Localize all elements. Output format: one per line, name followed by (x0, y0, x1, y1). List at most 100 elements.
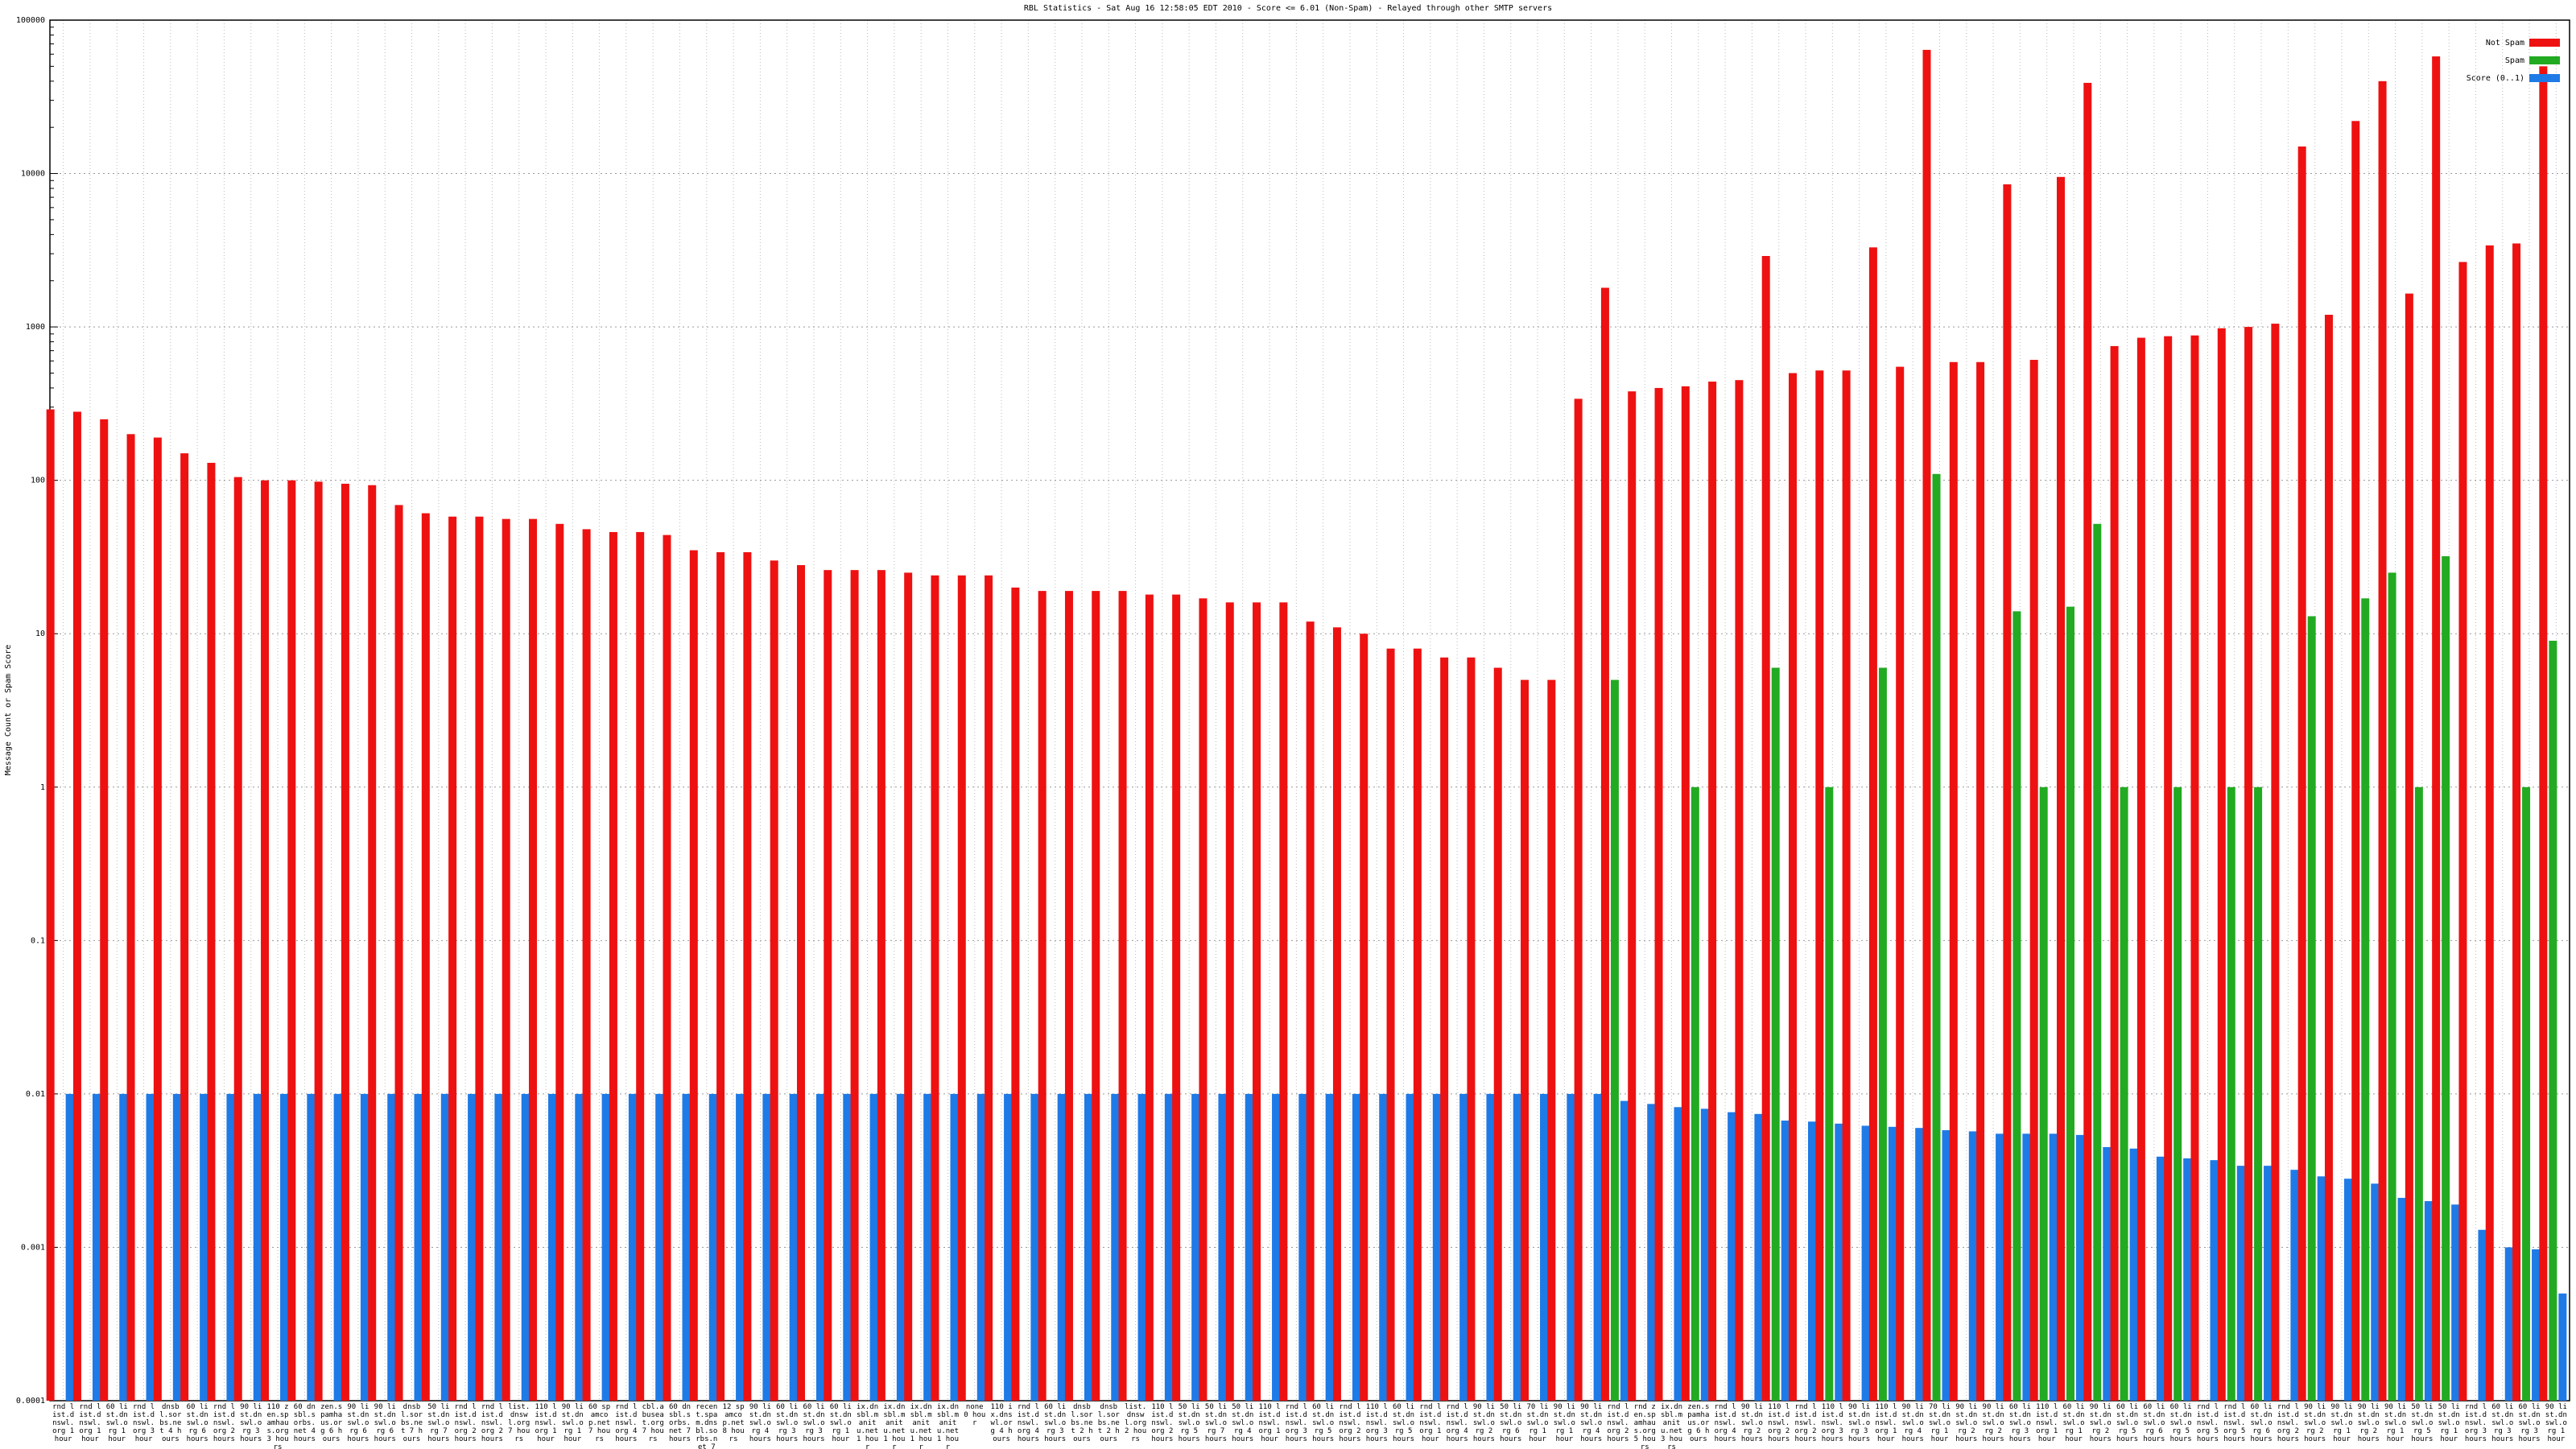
bar (1968, 1131, 1977, 1401)
bar (1406, 1093, 1414, 1401)
x-tick-label: 60 list.dnswl.org 3 hours (776, 1403, 799, 1443)
bar (976, 1093, 985, 1401)
bar (1218, 1093, 1227, 1401)
bar (1379, 1093, 1388, 1401)
bar (1440, 657, 1449, 1401)
x-tick-label: 110 list.dnswl.org 2 hours (1151, 1403, 1174, 1443)
bar (2039, 786, 2048, 1401)
x-tick-label: dnsbl.sorbs.net 2 hours (1071, 1403, 1093, 1443)
bar (1620, 1100, 1629, 1401)
x-tick-label: ix.dnsbl.manitu.net 1 hour (857, 1403, 879, 1449)
x-tick-label: dnsbl.sorbs.net 2 hours (1097, 1403, 1120, 1443)
x-tick-label: 90 list.dnswl.org 3 hours (240, 1403, 262, 1443)
x-tick-label: 110 list.dnswl.org 3 hours (1821, 1403, 1843, 1443)
y-tick-label: 10 (35, 630, 45, 638)
x-tick-label: 60 list.dnswl.org 1 hour (829, 1403, 852, 1443)
bar (2271, 324, 2280, 1401)
x-tick-label: 50 list.dnswl.org 5 hours (1178, 1403, 1200, 1443)
bar (1038, 591, 1046, 1401)
x-tick-label: 90 list.dnswl.org 1 hour (2330, 1403, 2353, 1443)
bar (636, 531, 645, 1401)
bar (609, 531, 617, 1401)
bar (1057, 1093, 1066, 1401)
x-tick-label: 90 list.dnswl.org 2 hours (2304, 1403, 2326, 1443)
bar (2532, 1249, 2541, 1401)
bar (494, 1093, 503, 1401)
bar (72, 411, 81, 1401)
bar (126, 434, 135, 1401)
x-tick-label: 12 spamcop.net 8 hours (722, 1403, 745, 1443)
bar (1360, 634, 1368, 1401)
x-tick-label: 60 list.dnswl.org 5 hours (2169, 1403, 2192, 1443)
x-tick-label: 60 list.dnswl.org 5 hours (1392, 1403, 1415, 1443)
bar (1118, 591, 1127, 1401)
bar (207, 462, 216, 1401)
legend-label: Score (0..1) (2467, 74, 2524, 83)
bar (2324, 315, 2333, 1401)
bar (1521, 679, 1530, 1401)
x-tick-label: 60 list.dnswl.org 3 hours (2518, 1403, 2541, 1443)
bar (1674, 1107, 1682, 1401)
bar (1332, 627, 1341, 1401)
bar (1781, 1121, 1790, 1401)
bar (2361, 598, 2370, 1401)
x-tick-label: 90 list.dnswl.org 4 hours (1580, 1403, 1603, 1443)
bar (2093, 523, 2102, 1401)
bar (985, 575, 993, 1401)
bar (468, 1093, 477, 1401)
bar (1011, 587, 1020, 1401)
legend-label: Spam (2505, 56, 2524, 65)
bar (1915, 1128, 1924, 1401)
bar (2558, 1293, 2567, 1401)
x-tick-label: 90 list.dnswl.org 3 hours (1848, 1403, 1871, 1443)
bar (2549, 640, 2557, 1401)
x-tick-label: rnd list.dnswl.org 2 hours (454, 1403, 477, 1443)
x-tick-label: 60 list.dnswl.org 3 hours (2008, 1403, 2031, 1443)
bar (521, 1093, 530, 1401)
x-tick-label: rnd list.dnswl.org 1 hour (79, 1403, 101, 1443)
bar (2183, 1158, 2192, 1401)
legend-swatch (2529, 39, 2560, 47)
bar (1225, 602, 1234, 1401)
bar (233, 477, 242, 1401)
x-tick-label: rnd list.dnswl.org 4 hours (615, 1403, 638, 1443)
bar (1754, 1113, 1763, 1401)
bar (448, 516, 457, 1401)
bar (1708, 382, 1717, 1401)
bar (2029, 360, 2038, 1401)
bar (2066, 606, 2074, 1401)
bar (582, 529, 591, 1401)
bar (601, 1093, 610, 1401)
y-tick-label: 0.1 (31, 936, 45, 945)
bar (1654, 387, 1663, 1401)
bar (1092, 591, 1100, 1401)
x-tick-label: 110 list.dnswl.org 1 hour (535, 1403, 557, 1443)
x-tick-label: 60 list.dnswl.org 6 hours (186, 1403, 208, 1443)
bar (1861, 1125, 1870, 1401)
bar (1004, 1093, 1013, 1401)
x-tick-label: 110 ix.dnswl.org 4 hours (990, 1403, 1013, 1443)
bar (2210, 1160, 2219, 1401)
bar (2388, 572, 2396, 1401)
bar (2378, 80, 2387, 1401)
bar (2405, 293, 2413, 1401)
bar (1352, 1093, 1360, 1401)
bar (1593, 1093, 1602, 1401)
bar (1996, 1133, 2004, 1401)
x-tick-label: rnd list.dnswl.org 5 hours (2196, 1403, 2219, 1443)
bar (341, 483, 349, 1401)
x-tick-label: rnd zen.spamhaus.org 5 hours (1633, 1403, 1656, 1449)
bar (1932, 473, 1941, 1401)
bar (414, 1093, 423, 1401)
bar (2343, 1179, 2352, 1401)
x-tick-label: 60 list.dnswl.org 1 hour (2062, 1403, 2085, 1443)
y-tick-label: 0.001 (21, 1243, 45, 1252)
bar (1306, 621, 1315, 1401)
bar (2120, 786, 2128, 1401)
bar (2164, 336, 2173, 1402)
bar (2049, 1133, 2058, 1401)
x-tick-label: list.dnswl.org 7 hours (508, 1403, 530, 1443)
bar (1942, 1129, 1951, 1401)
